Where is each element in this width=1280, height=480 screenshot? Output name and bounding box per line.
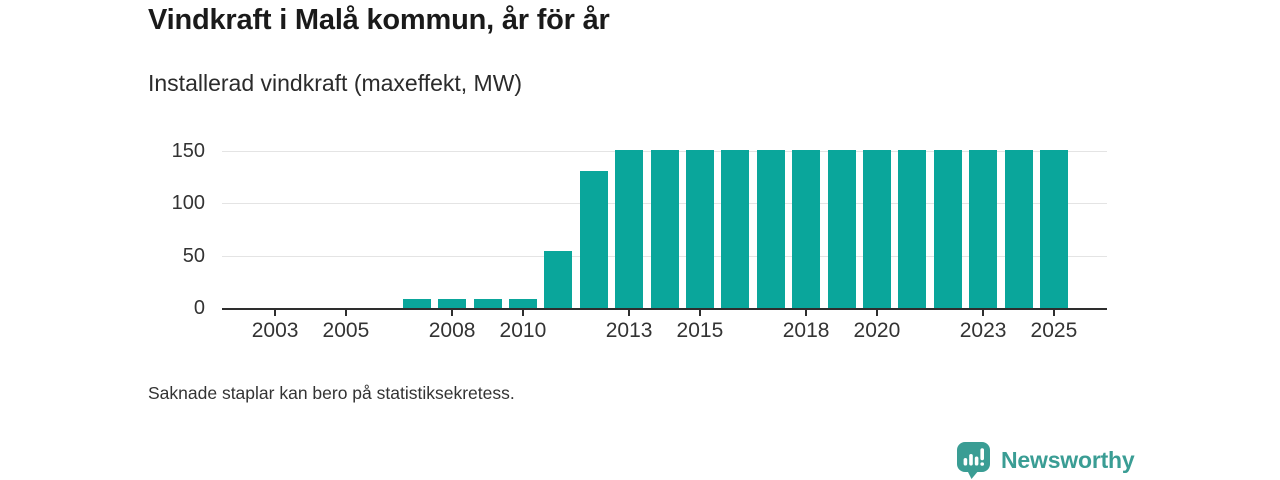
x-tick-label-2025: 2025 [1030, 319, 1078, 342]
bar-2010 [508, 298, 537, 309]
x-tick-2010 [521, 309, 524, 316]
y-tick-label-150: 150 [171, 140, 205, 162]
bar-2015 [685, 149, 714, 309]
bar-2020 [862, 149, 891, 309]
chart-subtitle: Installerad vindkraft (maxeffekt, MW) [148, 70, 523, 96]
bar-2017 [756, 149, 785, 309]
x-tick-2013 [628, 309, 631, 316]
bar-2008 [438, 298, 467, 309]
bar-2019 [827, 149, 856, 309]
bar-2013 [615, 149, 644, 309]
bar-2014 [650, 149, 679, 309]
x-tick-label-2010: 2010 [499, 319, 547, 342]
bar-2022 [933, 149, 962, 309]
x-tick-label-2008: 2008 [428, 319, 476, 342]
x-axis-line [222, 308, 1107, 310]
bar-2011 [544, 251, 573, 309]
x-tick-label-2005: 2005 [322, 319, 370, 342]
x-tick-label-2020: 2020 [853, 319, 901, 342]
x-tick-2008 [451, 309, 454, 316]
footnote: Saknade staplar kan bero på statistiksek… [148, 383, 515, 403]
newsworthy-logo: Newsworthy [956, 441, 1135, 479]
x-tick-2020 [875, 309, 878, 316]
x-tick-2015 [698, 309, 701, 316]
x-tick-label-2018: 2018 [782, 319, 830, 342]
x-tick-2005 [344, 309, 347, 316]
bar-2024 [1004, 149, 1033, 309]
x-tick-label-2015: 2015 [676, 319, 724, 342]
bar-2025 [1039, 149, 1068, 309]
x-tick-label-2023: 2023 [959, 319, 1007, 342]
bar-2012 [579, 170, 608, 309]
chart-title: Vindkraft i Malå kommun, år för år [148, 4, 610, 36]
x-tick-2025 [1052, 309, 1055, 316]
y-tick-label-50: 50 [182, 244, 205, 267]
bar-2009 [473, 298, 502, 309]
bar-2023 [969, 149, 998, 309]
newsworthy-logo-text: Newsworthy [1001, 446, 1135, 473]
bar-2021 [898, 149, 927, 309]
y-tick-label-0: 0 [193, 297, 205, 319]
x-tick-2003 [274, 309, 277, 316]
bar-2007 [402, 298, 431, 309]
x-tick-label-2013: 2013 [605, 319, 653, 342]
newsworthy-logo-icon [957, 442, 990, 479]
x-tick-2018 [805, 309, 808, 316]
plot-area: 2003 2005 2008 2010 2013 2015 2018 2020 2023 2025 [222, 140, 1107, 342]
bar-2018 [792, 149, 821, 309]
y-tick-label-100: 100 [171, 192, 205, 215]
x-tick-label-2003: 2003 [251, 319, 299, 342]
x-tick-2023 [982, 309, 985, 316]
bar-2016 [721, 149, 750, 309]
